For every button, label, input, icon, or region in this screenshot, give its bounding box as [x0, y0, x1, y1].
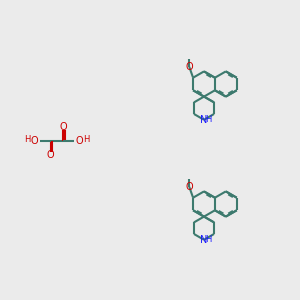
Text: O: O	[59, 122, 67, 132]
Text: O: O	[31, 136, 38, 146]
Text: O: O	[185, 62, 193, 72]
Text: H: H	[24, 135, 31, 144]
Text: H: H	[205, 235, 212, 244]
Text: H: H	[205, 115, 212, 124]
Text: H: H	[83, 135, 90, 144]
Text: O: O	[76, 136, 83, 146]
Text: N: N	[200, 235, 208, 245]
Text: O: O	[185, 182, 193, 192]
Text: N: N	[200, 115, 208, 125]
Text: O: O	[47, 150, 55, 160]
